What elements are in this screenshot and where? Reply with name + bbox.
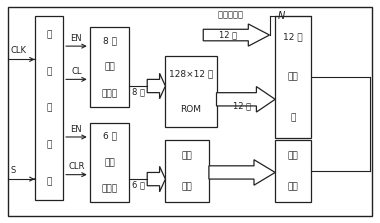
Text: 限: 限 <box>46 67 52 76</box>
Text: S: S <box>10 166 16 175</box>
Text: CLK: CLK <box>10 46 26 55</box>
Text: 器: 器 <box>290 113 296 122</box>
Text: ROM: ROM <box>180 105 201 114</box>
Polygon shape <box>203 24 269 46</box>
Bar <box>275 140 311 202</box>
Text: 计数器: 计数器 <box>101 89 117 98</box>
Text: 电路: 电路 <box>288 182 299 191</box>
Polygon shape <box>217 87 275 112</box>
Text: EN: EN <box>71 125 82 134</box>
Text: $N$: $N$ <box>277 9 286 21</box>
Bar <box>90 27 130 107</box>
Text: 显示: 显示 <box>288 151 299 160</box>
Polygon shape <box>209 160 275 185</box>
Polygon shape <box>147 73 165 99</box>
Text: 有: 有 <box>46 30 52 39</box>
Text: EN: EN <box>71 34 82 43</box>
Text: 比较: 比较 <box>288 73 299 82</box>
Bar <box>35 16 63 200</box>
Text: 状: 状 <box>46 104 52 113</box>
Text: 6 位: 6 位 <box>103 131 117 140</box>
Bar <box>165 56 217 127</box>
Text: 温度: 温度 <box>104 158 115 167</box>
Text: 机: 机 <box>46 177 52 186</box>
Text: 态: 态 <box>46 140 52 149</box>
Text: 12 位: 12 位 <box>283 32 303 41</box>
Text: CL: CL <box>71 67 82 76</box>
Text: CLR: CLR <box>68 162 85 171</box>
Text: 采样脉冲值: 采样脉冲值 <box>218 11 246 20</box>
Text: 12 位: 12 位 <box>219 31 238 39</box>
Text: 译码: 译码 <box>182 151 193 160</box>
Polygon shape <box>147 166 165 192</box>
Bar <box>275 16 311 138</box>
Text: 电路: 电路 <box>182 182 193 191</box>
Text: 计数器: 计数器 <box>101 185 117 194</box>
Text: 8 位: 8 位 <box>132 87 145 96</box>
Text: 128×12 位: 128×12 位 <box>169 69 213 78</box>
Text: 6 位: 6 位 <box>132 180 145 189</box>
Text: 12 位: 12 位 <box>233 101 251 110</box>
Text: 8 位: 8 位 <box>103 36 117 45</box>
Bar <box>165 140 209 202</box>
Bar <box>90 123 130 202</box>
Text: 地址: 地址 <box>104 63 115 72</box>
